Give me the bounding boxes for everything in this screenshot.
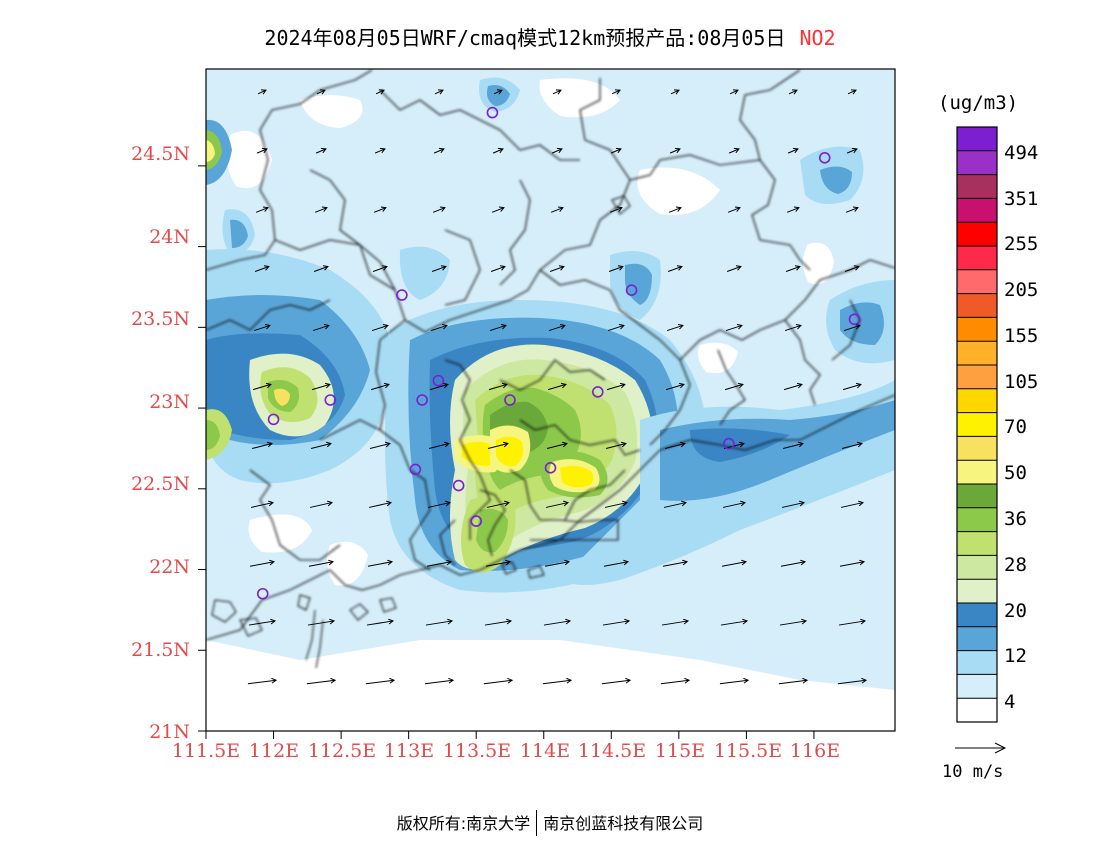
- wind-reference-label: 10 m/s: [942, 762, 1003, 782]
- legend-swatch: [957, 651, 997, 675]
- lon-label-114.5: 114.5E: [578, 740, 646, 762]
- lat-label-22.5: 22.5N: [100, 473, 190, 495]
- lon-label-116: 116E: [790, 740, 840, 762]
- wind-reference-arrow: [955, 743, 1005, 753]
- legend-swatch: [957, 579, 997, 603]
- lat-label-23: 23N: [100, 391, 190, 413]
- footer-right: 南京创蓝科技有限公司: [543, 814, 703, 833]
- legend-label-70: 70: [1004, 416, 1027, 438]
- legend-swatch: [957, 555, 997, 579]
- legend-swatch: [957, 413, 997, 437]
- legend-label-36: 36: [1004, 508, 1027, 530]
- concentration-field: [206, 69, 895, 731]
- lon-label-112: 112E: [249, 740, 299, 762]
- legend-swatch: [957, 365, 997, 389]
- legend-label-255: 255: [1004, 233, 1038, 255]
- lat-label-23.5: 23.5N: [100, 308, 190, 330]
- legend-swatch: [957, 127, 997, 151]
- legend-swatch: [957, 198, 997, 222]
- legend-swatch: [957, 341, 997, 365]
- legend-swatch: [957, 698, 997, 722]
- legend-colorbar: [957, 127, 997, 723]
- legend-swatch: [957, 222, 997, 246]
- lat-label-22: 22N: [100, 556, 190, 578]
- legend-swatch: [957, 270, 997, 294]
- legend-label-28: 28: [1004, 554, 1027, 576]
- legend-label-4: 4: [1004, 691, 1015, 713]
- legend-swatch: [957, 389, 997, 413]
- lon-label-113.5: 113.5E: [443, 740, 511, 762]
- legend-label-155: 155: [1004, 325, 1038, 347]
- lon-label-114: 114E: [520, 740, 570, 762]
- legend-swatch: [957, 175, 997, 199]
- lon-label-115.5: 115.5E: [714, 740, 782, 762]
- lon-label-115: 115E: [655, 740, 705, 762]
- legend-label-494: 494: [1004, 142, 1038, 164]
- copyright-footer: 版权所有:南京大学 南京创蓝科技有限公司: [0, 810, 1100, 836]
- legend-swatch: [957, 317, 997, 341]
- legend-label-105: 105: [1004, 371, 1038, 393]
- lat-label-24: 24N: [100, 226, 190, 248]
- footer-separator: [536, 810, 537, 836]
- legend-swatch: [957, 436, 997, 460]
- lon-label-112.5: 112.5E: [308, 740, 376, 762]
- lat-label-21.5: 21.5N: [100, 639, 190, 661]
- lon-label-111.5: 111.5E: [172, 740, 240, 762]
- lat-label-24.5: 24.5N: [100, 143, 190, 165]
- legend-label-50: 50: [1004, 462, 1027, 484]
- legend-swatch: [957, 508, 997, 532]
- legend-unit: (ug/m3): [938, 92, 1018, 114]
- legend-label-12: 12: [1004, 645, 1027, 667]
- legend-swatch: [957, 532, 997, 556]
- legend-swatch: [957, 151, 997, 175]
- legend-swatch: [957, 460, 997, 484]
- legend-swatch: [957, 627, 997, 651]
- legend-swatch: [957, 294, 997, 318]
- legend-label-20: 20: [1004, 600, 1027, 622]
- legend-swatch: [957, 484, 997, 508]
- legend-swatch: [957, 603, 997, 627]
- legend-swatch: [957, 674, 997, 698]
- legend-label-351: 351: [1004, 188, 1038, 210]
- legend-swatch: [957, 246, 997, 270]
- lon-label-113: 113E: [384, 740, 434, 762]
- footer-left: 版权所有:南京大学: [397, 814, 530, 833]
- legend-label-205: 205: [1004, 279, 1038, 301]
